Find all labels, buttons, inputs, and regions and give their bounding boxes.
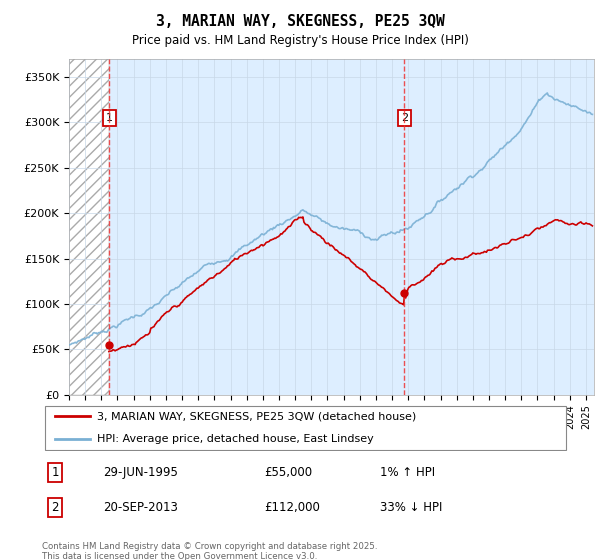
Text: 3, MARIAN WAY, SKEGNESS, PE25 3QW (detached house): 3, MARIAN WAY, SKEGNESS, PE25 3QW (detac… (97, 412, 416, 421)
FancyBboxPatch shape (44, 406, 566, 450)
Text: Price paid vs. HM Land Registry's House Price Index (HPI): Price paid vs. HM Land Registry's House … (131, 34, 469, 46)
Text: 2: 2 (401, 113, 408, 123)
Text: 1: 1 (106, 113, 113, 123)
Text: 2: 2 (52, 501, 59, 514)
Text: 3, MARIAN WAY, SKEGNESS, PE25 3QW: 3, MARIAN WAY, SKEGNESS, PE25 3QW (155, 14, 445, 29)
Text: Contains HM Land Registry data © Crown copyright and database right 2025.
This d: Contains HM Land Registry data © Crown c… (42, 542, 377, 560)
Text: 20-SEP-2013: 20-SEP-2013 (103, 501, 178, 514)
Text: £55,000: £55,000 (264, 466, 312, 479)
Text: 33% ↓ HPI: 33% ↓ HPI (380, 501, 442, 514)
Text: 1% ↑ HPI: 1% ↑ HPI (380, 466, 435, 479)
Bar (69, 59, 109, 395)
Text: £112,000: £112,000 (264, 501, 320, 514)
Text: HPI: Average price, detached house, East Lindsey: HPI: Average price, detached house, East… (97, 435, 374, 444)
Text: 1: 1 (52, 466, 59, 479)
Text: 29-JUN-1995: 29-JUN-1995 (103, 466, 178, 479)
